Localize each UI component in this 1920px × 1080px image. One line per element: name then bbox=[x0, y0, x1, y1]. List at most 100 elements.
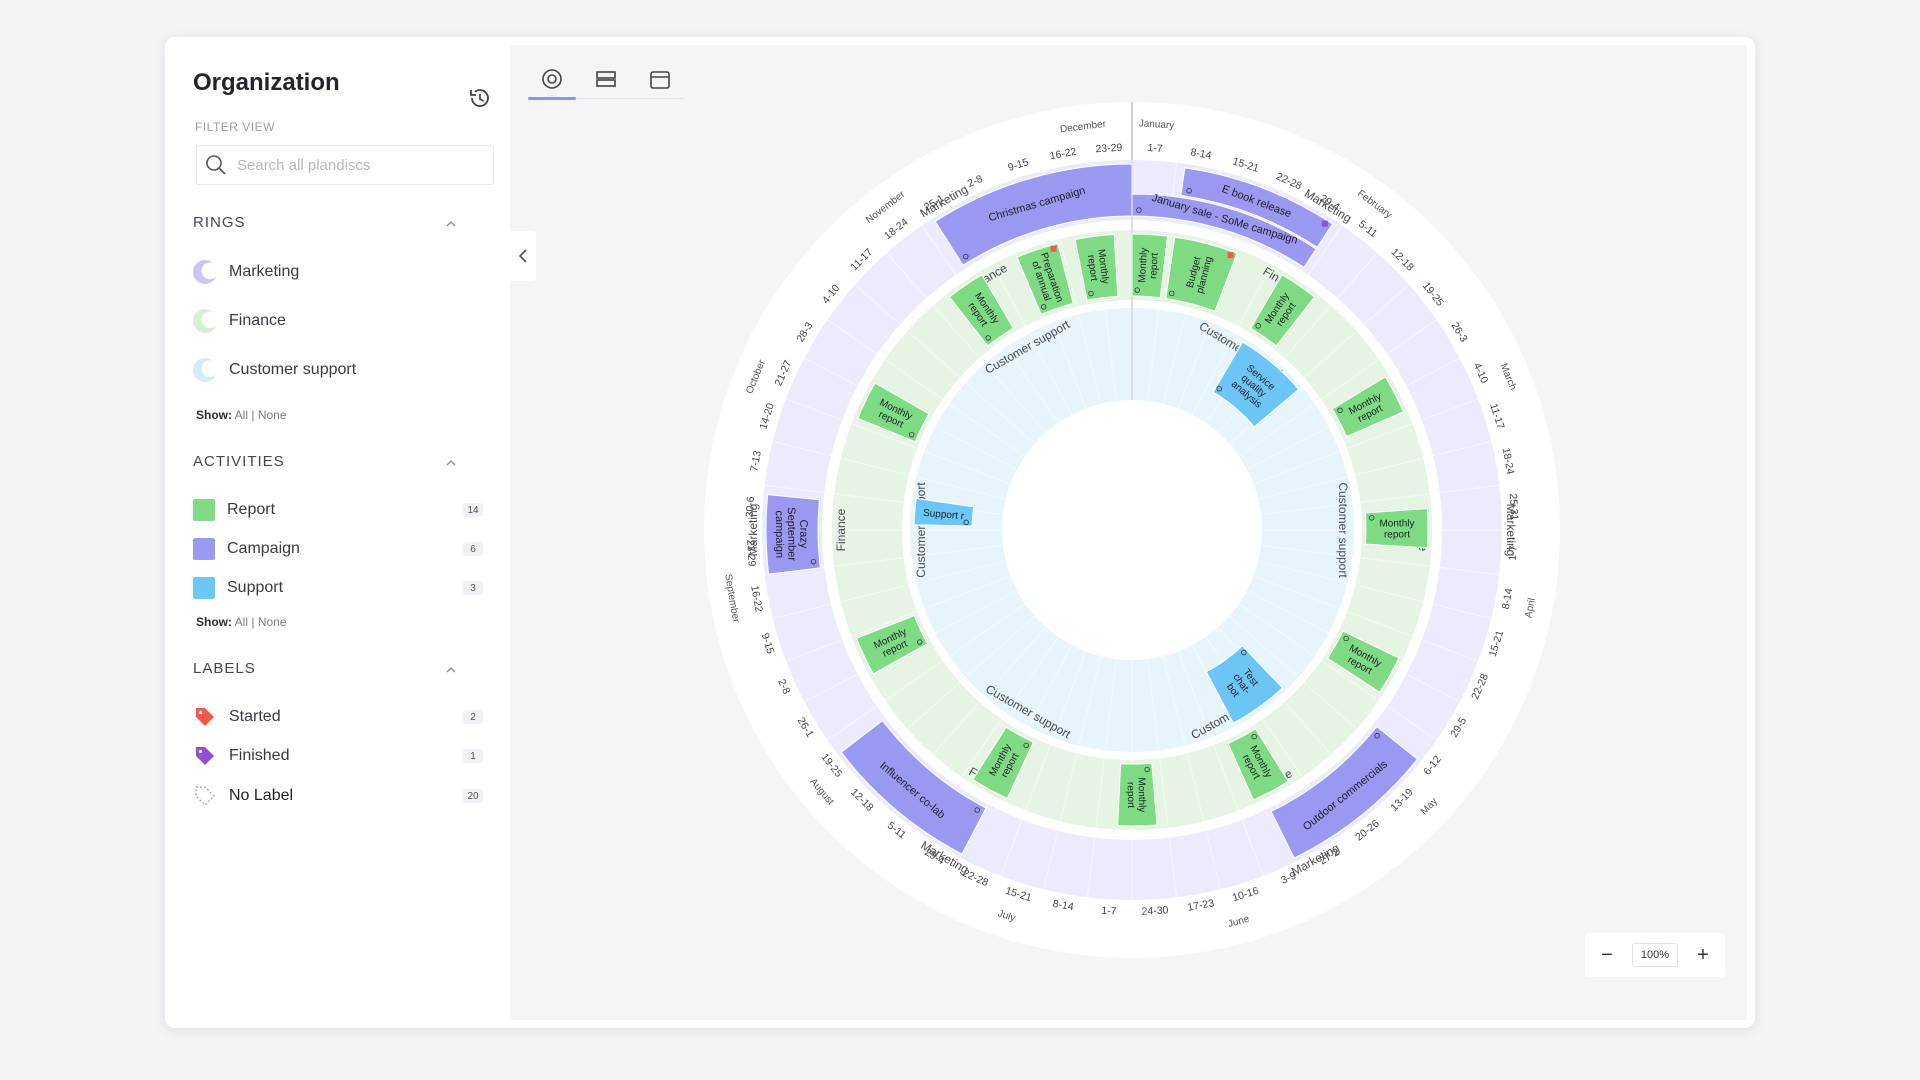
activity-handle[interactable] bbox=[1169, 290, 1175, 297]
activity-block[interactable] bbox=[948, 274, 1015, 347]
show-label: Show: bbox=[196, 408, 232, 422]
activity-report[interactable]: Monthlyreport bbox=[948, 274, 1015, 347]
activity-handle[interactable] bbox=[1368, 515, 1375, 521]
activity-handle[interactable] bbox=[1255, 323, 1261, 329]
zoom-in-button[interactable]: + bbox=[1697, 943, 1709, 966]
activity-handle[interactable] bbox=[1343, 635, 1349, 642]
show-none-rings-link[interactable]: None bbox=[257, 408, 287, 422]
rings-collapse-toggle[interactable] bbox=[445, 218, 457, 230]
activity-block[interactable] bbox=[1227, 728, 1289, 801]
activity-report[interactable]: Monthlyreport bbox=[1331, 376, 1405, 438]
activity-support[interactable]: Testchat-bot bbox=[1205, 645, 1284, 724]
activity-handle[interactable] bbox=[917, 639, 923, 645]
week-gridline bbox=[772, 560, 1006, 620]
activity-block[interactable] bbox=[840, 719, 987, 855]
activity-handle[interactable] bbox=[1374, 733, 1380, 739]
activity-handle[interactable] bbox=[810, 558, 817, 565]
ring-item-finance[interactable]: Finance bbox=[193, 308, 483, 334]
activity-block[interactable] bbox=[1131, 233, 1169, 299]
activity-campaign[interactable]: CrazySeptembercampaign bbox=[765, 494, 821, 575]
activity-report[interactable]: Monthlyreport bbox=[855, 614, 929, 675]
activity-report[interactable]: Preparationof annual bbox=[1016, 242, 1074, 316]
activity-handle[interactable] bbox=[1088, 290, 1094, 297]
show-all-rings-link[interactable]: All bbox=[234, 408, 249, 422]
week-gridline bbox=[1258, 560, 1492, 620]
activity-report[interactable]: Monthlyreport bbox=[1131, 233, 1169, 299]
activity-item-campaign[interactable]: Campaign 6 bbox=[193, 536, 483, 562]
month-label: July bbox=[996, 908, 1016, 924]
activity-block[interactable] bbox=[913, 497, 975, 527]
ring-item-customer-support[interactable]: Customer support bbox=[193, 357, 483, 383]
show-none-activities-link[interactable]: None bbox=[257, 615, 287, 629]
activity-block[interactable] bbox=[934, 163, 1133, 266]
activity-block[interactable] bbox=[1016, 242, 1074, 316]
activity-block[interactable] bbox=[1364, 508, 1429, 549]
collapse-sidebar-button[interactable] bbox=[510, 231, 536, 281]
activity-handle[interactable] bbox=[1337, 407, 1343, 414]
activity-block[interactable] bbox=[1270, 725, 1419, 859]
plandisc-wheel[interactable]: 1-7 8-1415-2122-2829-45-1112-1819-2526-34… bbox=[510, 45, 1747, 1020]
label-item-started[interactable]: Started 2 bbox=[193, 704, 483, 730]
activity-block[interactable] bbox=[1327, 630, 1400, 693]
activity-report[interactable]: Monthlyreport bbox=[1117, 762, 1158, 827]
activity-block[interactable] bbox=[765, 494, 821, 575]
activity-handle[interactable] bbox=[1251, 733, 1257, 740]
ring-item-marketing[interactable]: Marketing bbox=[193, 259, 483, 285]
week-label: 24-30 bbox=[1141, 904, 1169, 918]
activity-handle[interactable] bbox=[1023, 742, 1029, 749]
activities-collapse-toggle[interactable] bbox=[445, 457, 457, 469]
activity-block[interactable] bbox=[1331, 376, 1405, 438]
activity-color-swatch bbox=[193, 577, 215, 599]
activity-report[interactable]: Budgetplanning bbox=[1165, 236, 1238, 312]
activity-support[interactable]: Support r bbox=[913, 497, 975, 527]
activity-block[interactable] bbox=[1212, 341, 1300, 428]
activity-block[interactable] bbox=[1249, 274, 1316, 347]
history-button[interactable] bbox=[465, 83, 495, 113]
activity-handle[interactable] bbox=[1136, 207, 1142, 213]
label-item-finished[interactable]: Finished 1 bbox=[193, 743, 483, 769]
activity-report[interactable]: Monthlyreport bbox=[1249, 274, 1316, 347]
activity-block[interactable] bbox=[1180, 167, 1334, 248]
activity-block[interactable] bbox=[1074, 234, 1119, 301]
activity-handle[interactable] bbox=[1216, 386, 1222, 392]
activity-handle[interactable] bbox=[974, 807, 980, 813]
activity-handle[interactable] bbox=[1241, 649, 1247, 656]
activity-handle[interactable] bbox=[909, 431, 915, 438]
tab-circle-view[interactable] bbox=[528, 59, 576, 100]
activity-block[interactable] bbox=[1117, 762, 1158, 827]
activity-campaign[interactable]: Christmas campaign bbox=[934, 163, 1133, 266]
activity-item-report[interactable]: Report 14 bbox=[193, 497, 483, 523]
activity-block[interactable] bbox=[857, 382, 930, 443]
activity-handle[interactable] bbox=[1186, 188, 1192, 194]
activity-block[interactable] bbox=[972, 726, 1035, 800]
search-input[interactable] bbox=[237, 156, 467, 174]
activity-handle[interactable] bbox=[963, 253, 969, 260]
activity-handle[interactable] bbox=[985, 335, 991, 341]
activity-block[interactable] bbox=[1131, 193, 1317, 269]
activity-handle[interactable] bbox=[1040, 304, 1047, 310]
activity-handle[interactable] bbox=[1134, 287, 1140, 293]
activity-block[interactable] bbox=[1165, 236, 1238, 312]
activity-report[interactable]: Monthlyreport bbox=[1074, 234, 1119, 301]
activity-report[interactable]: Monthlyreport bbox=[972, 726, 1035, 800]
show-all-activities-link[interactable]: All bbox=[234, 615, 249, 629]
activity-report[interactable]: Monthlyreport bbox=[857, 382, 930, 443]
zoom-out-button[interactable]: − bbox=[1601, 943, 1613, 966]
activity-block[interactable] bbox=[1205, 645, 1284, 724]
label-item-no-label[interactable]: No Label 20 bbox=[193, 783, 483, 809]
chevron-left-icon bbox=[518, 249, 527, 263]
ring-item-label: Customer support bbox=[229, 361, 357, 378]
activity-block[interactable] bbox=[855, 614, 929, 675]
activity-title: Support r bbox=[923, 508, 966, 522]
tab-calendar-view[interactable] bbox=[636, 59, 684, 99]
zoom-level: 100% bbox=[1632, 943, 1678, 967]
labels-collapse-toggle[interactable] bbox=[445, 664, 457, 676]
activity-title-line: Support r bbox=[923, 508, 966, 522]
activity-handle[interactable] bbox=[1144, 766, 1150, 773]
tab-list-view[interactable] bbox=[582, 59, 630, 99]
activity-handle[interactable] bbox=[963, 519, 969, 526]
activity-support[interactable]: Servicequalityanalysis bbox=[1212, 341, 1300, 428]
activity-report[interactable]: Monthlyreport bbox=[1327, 630, 1400, 693]
activity-item-support[interactable]: Support 3 bbox=[193, 575, 483, 601]
